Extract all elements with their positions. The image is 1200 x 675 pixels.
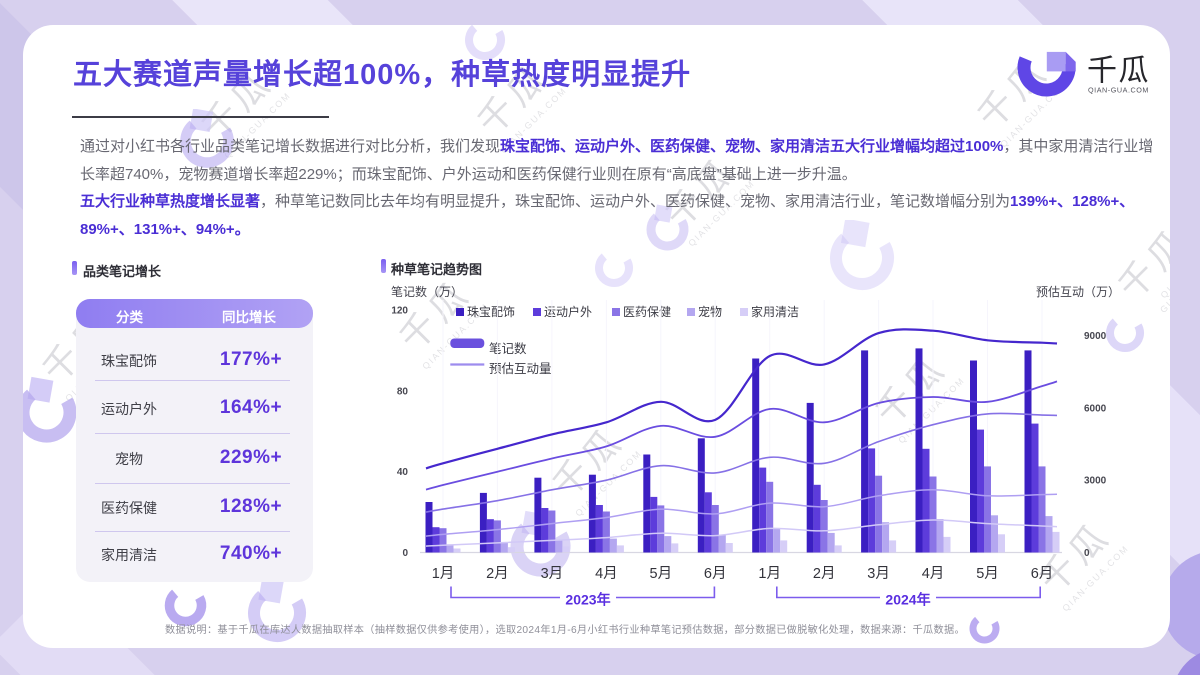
svg-text:千瓜: 千瓜 bbox=[1087, 55, 1150, 88]
svg-text:5月: 5月 bbox=[976, 566, 999, 582]
svg-text:4月: 4月 bbox=[922, 566, 945, 582]
svg-text:2月: 2月 bbox=[813, 566, 836, 582]
svg-text:3月: 3月 bbox=[541, 566, 564, 582]
svg-text:2023年: 2023年 bbox=[565, 592, 610, 608]
svg-text:1月: 1月 bbox=[758, 566, 781, 582]
svg-text:40: 40 bbox=[397, 467, 409, 478]
svg-text:2月: 2月 bbox=[486, 566, 509, 582]
svg-text:6月: 6月 bbox=[704, 566, 727, 582]
svg-text:0: 0 bbox=[1084, 548, 1090, 559]
svg-text:4月: 4月 bbox=[595, 566, 618, 582]
svg-text:QIAN-GUA.COM: QIAN-GUA.COM bbox=[1088, 86, 1149, 95]
svg-text:9000: 9000 bbox=[1084, 331, 1107, 342]
svg-text:1月: 1月 bbox=[432, 566, 455, 582]
svg-text:0: 0 bbox=[402, 548, 408, 559]
svg-text:6000: 6000 bbox=[1084, 403, 1107, 414]
svg-text:80: 80 bbox=[397, 386, 409, 397]
svg-text:120: 120 bbox=[391, 306, 408, 317]
svg-text:3000: 3000 bbox=[1084, 476, 1107, 487]
svg-text:2024年: 2024年 bbox=[885, 592, 930, 608]
svg-text:3月: 3月 bbox=[867, 566, 890, 582]
svg-text:6月: 6月 bbox=[1031, 566, 1054, 582]
svg-text:5月: 5月 bbox=[650, 566, 673, 582]
